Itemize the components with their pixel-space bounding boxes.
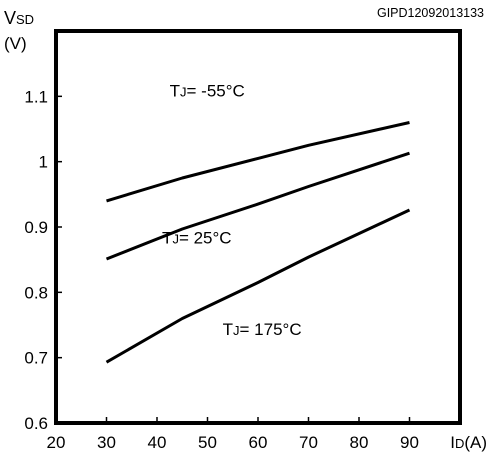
series-label-rest: = 25°C [179,228,232,247]
series-line-3 [105,208,411,364]
series-label-2: TJ= 25°C [162,228,232,247]
x-tick-label: 50 [198,433,217,452]
x-tick-label: 70 [299,433,318,452]
x-axis-label-sub: D [455,436,464,451]
y-tick-label: 0.8 [24,283,48,302]
series-label-1: TJ= -55°C [170,81,245,100]
y-tick-label: 0.9 [24,218,48,237]
x-tick-label: 40 [148,433,167,452]
x-tick-label: 30 [97,433,116,452]
y-axis-label-main: V [4,8,16,28]
series-label-sub: J [180,84,187,99]
y-tick-label: 0.7 [24,349,48,368]
x-tick-label: 60 [249,433,268,452]
series-line-2 [105,151,410,261]
figure-id: GIPD12092013133 [377,6,484,20]
series-label-sub: J [172,231,179,246]
x-tick-label: 80 [350,433,369,452]
series-label-3: TJ= 175°C [223,320,302,339]
series-label-main: T [170,81,180,100]
series-label-main: T [162,228,172,247]
x-axis-unit: (A) [464,433,487,452]
plot-frame [54,29,462,425]
series-label-sub: J [233,323,240,338]
x-axis-label-main: I [450,433,455,452]
y-tick-label: 0.6 [24,414,48,433]
y-tick-label: 1 [39,153,48,172]
y-tick-label: 1.1 [24,87,48,106]
series-line-1 [106,121,410,203]
y-axis-label-sub: SD [16,12,34,27]
x-tick-label: 90 [400,433,419,452]
x-axis-label: ID(A) [450,433,487,452]
y-axis-label: VSD [4,8,34,28]
x-tick-label: 20 [47,433,66,452]
series-label-main: T [223,320,233,339]
series-label-rest: = 175°C [240,320,302,339]
y-axis-unit: (V) [4,34,27,53]
series-label-rest: = -55°C [187,81,245,100]
